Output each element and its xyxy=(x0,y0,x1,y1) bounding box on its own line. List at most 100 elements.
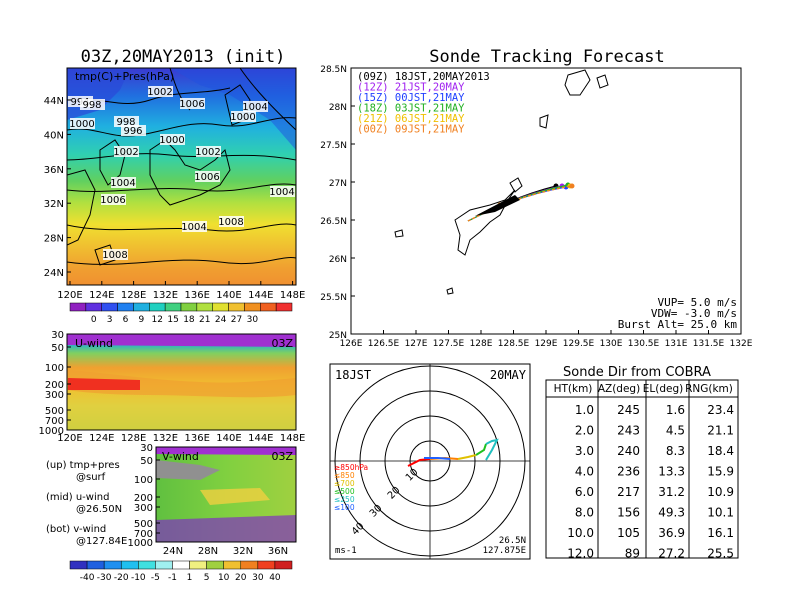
pressure-label-bg xyxy=(80,99,105,110)
polar-level-legend: ≥850hPa≤850≤700≤500≤250≤100 xyxy=(334,463,368,512)
pressure-label: 1006 xyxy=(100,195,125,206)
wind-colorbar-tick: -40 xyxy=(80,573,95,583)
temperature-colorbar-tick: 6 xyxy=(123,315,129,325)
temperature-colorbar-swatch xyxy=(117,302,134,312)
uwind-lon-labels: 120E 124E 128E 132E 136E 140E 144E 148E xyxy=(57,433,305,444)
pressure-label: 998 xyxy=(116,117,135,128)
temperature-colorbar-swatch xyxy=(275,302,293,312)
vwind-level-label: 700 xyxy=(134,529,153,540)
tracking-lat-label: 28N xyxy=(329,103,347,113)
tracking-lat-labels: 28.5N 28N 27.5N 27N 26.5N 26N 25.5N 25N xyxy=(320,65,355,341)
wind-colorbar-tick: -30 xyxy=(97,573,112,583)
cobra-cell: 13.3 xyxy=(658,465,685,479)
temperature-colorbar-swatch xyxy=(244,302,261,312)
pressure-label: 1000 xyxy=(230,112,255,123)
pressure-label-bg xyxy=(114,116,139,127)
temperature-colorbar-ticks: 0 3 6 9 12 15 18 21 24 27 30 xyxy=(91,315,258,325)
tracking-lon-label: 131.5E xyxy=(693,339,725,349)
cobra-cell: 217 xyxy=(617,485,640,499)
wind-colorbar-swatch xyxy=(223,560,242,570)
tracking-legend-entry: (00Z) 09JST,21MAY xyxy=(357,124,465,136)
cobra-cell: 49.3 xyxy=(658,506,685,520)
polar-rings xyxy=(330,364,530,559)
cobra-cell: 15.9 xyxy=(707,465,734,479)
cobra-cell: 2.0 xyxy=(575,424,594,438)
sonde-tracks xyxy=(467,182,575,222)
wind-colorbar-swatch xyxy=(103,560,122,570)
surface-title: 03Z,20MAY2013 (init) xyxy=(81,47,286,67)
surface-lon-label: 132E xyxy=(153,290,178,301)
uwind-lon-label: 120E xyxy=(57,433,82,444)
cobra-cell: 18.4 xyxy=(707,444,734,458)
wind-colorbar-swatch xyxy=(155,560,173,570)
polar-loc-lat: 26.5N xyxy=(499,536,526,546)
tracking-legend-entry: (09Z) 18JST,20MAY2013 xyxy=(357,71,490,83)
cobra-cell: 8.0 xyxy=(575,506,594,520)
vwind-lat-label: 24N xyxy=(163,546,183,557)
polar-loc-lon: 127.875E xyxy=(483,546,526,556)
note-bot: (bot) v-wind xyxy=(46,524,106,535)
surface-lon-label: 124E xyxy=(89,290,114,301)
tracking-lat-label: 25N xyxy=(329,331,347,341)
temperature-colorbar-swatch xyxy=(212,302,229,312)
panel-notes: (up) tmp+pres @surf (mid) u-wind @26.50N… xyxy=(46,460,127,547)
pressure-label: 1002 xyxy=(113,147,138,158)
cobra-cell: 23.4 xyxy=(707,403,734,417)
cobra-cell: 240 xyxy=(617,444,640,458)
hodograph-segment xyxy=(424,457,451,460)
tracking-lon-label: 127E xyxy=(405,339,428,349)
pressure-label: 1004 xyxy=(110,178,135,189)
pressure-label: 1004 xyxy=(242,102,267,113)
tracking-lon-labels: 126E 126.5E 127E 127.5E 128E 128.5E 129E 129.5E… xyxy=(340,330,753,349)
surface-lat-label: 36N xyxy=(44,165,64,176)
cobra-cell: 156 xyxy=(617,506,640,520)
tracking-lon-label: 129E xyxy=(535,339,558,349)
wind-colorbar-tick: 20 xyxy=(235,573,247,583)
pressure-label: 996 xyxy=(123,126,142,137)
pressure-label-bg xyxy=(196,146,221,157)
uwind-field xyxy=(67,334,296,430)
pressure-label: 998 xyxy=(82,100,101,111)
polar-unit: ms-1 xyxy=(335,546,357,556)
cobra-cell: 21.1 xyxy=(707,424,734,438)
uwind-frame xyxy=(66,333,297,431)
surface-lon-label: 144E xyxy=(248,290,273,301)
cobra-column-header: EL(deg) xyxy=(643,383,683,395)
wind-colorbar-swatch xyxy=(189,560,207,570)
sonde-track-fill xyxy=(475,195,520,216)
wind-colorbar-swatch xyxy=(240,560,259,570)
temperature-colorbar-tick: 15 xyxy=(167,315,178,325)
wind-colorbar-tick: 30 xyxy=(252,573,264,583)
polar-date: 20MAY xyxy=(490,368,527,382)
temperature-colorbar-tick: 30 xyxy=(247,315,259,325)
surface-field-label: tmp(C)+Pres(hPa) xyxy=(75,70,174,83)
uwind-level-label: 50 xyxy=(51,343,64,354)
tracking-legend-entry: (12Z) 21JST,20MAY xyxy=(357,82,465,94)
surface-lon-label: 136E xyxy=(184,290,209,301)
hodograph xyxy=(407,438,499,467)
hodograph-segment xyxy=(475,443,487,456)
tracking-frame xyxy=(350,67,742,335)
wind-colorbar-swatch xyxy=(138,560,156,570)
cobra-column-header: RNG(km) xyxy=(685,383,733,395)
uwind-lon-label: 136E xyxy=(184,433,209,444)
cobra-cell: 243 xyxy=(617,424,640,438)
cobra-cell: 8.3 xyxy=(666,444,685,458)
cobra-cell: 236 xyxy=(617,465,640,479)
cobra-cell: 16.1 xyxy=(707,526,734,540)
tracking-lon-label: 126E xyxy=(340,339,363,349)
surface-lon-labels: 120E 124E 128E 132E 136E 140E 144E 148E xyxy=(57,281,305,301)
wind-colorbar-tick: 5 xyxy=(204,573,210,583)
cobra-cell: 36.9 xyxy=(658,526,685,540)
hodograph-segment xyxy=(485,438,499,461)
surface-lat-label: 24N xyxy=(44,268,64,279)
vwind-level-label: 300 xyxy=(134,503,153,514)
cobra-column-header: HT(km) xyxy=(554,383,593,395)
hodograph-segment xyxy=(407,458,431,467)
tracking-lon-label: 128E xyxy=(470,339,493,349)
pressure-labels: 9949981002100610041000998996100010021002… xyxy=(68,86,295,261)
polar-level-entry: ≤700 xyxy=(334,479,355,488)
vwind-field xyxy=(156,447,296,542)
temperature-colorbar-tick: 0 xyxy=(91,315,97,325)
vwind-lat-label: 32N xyxy=(233,546,253,557)
